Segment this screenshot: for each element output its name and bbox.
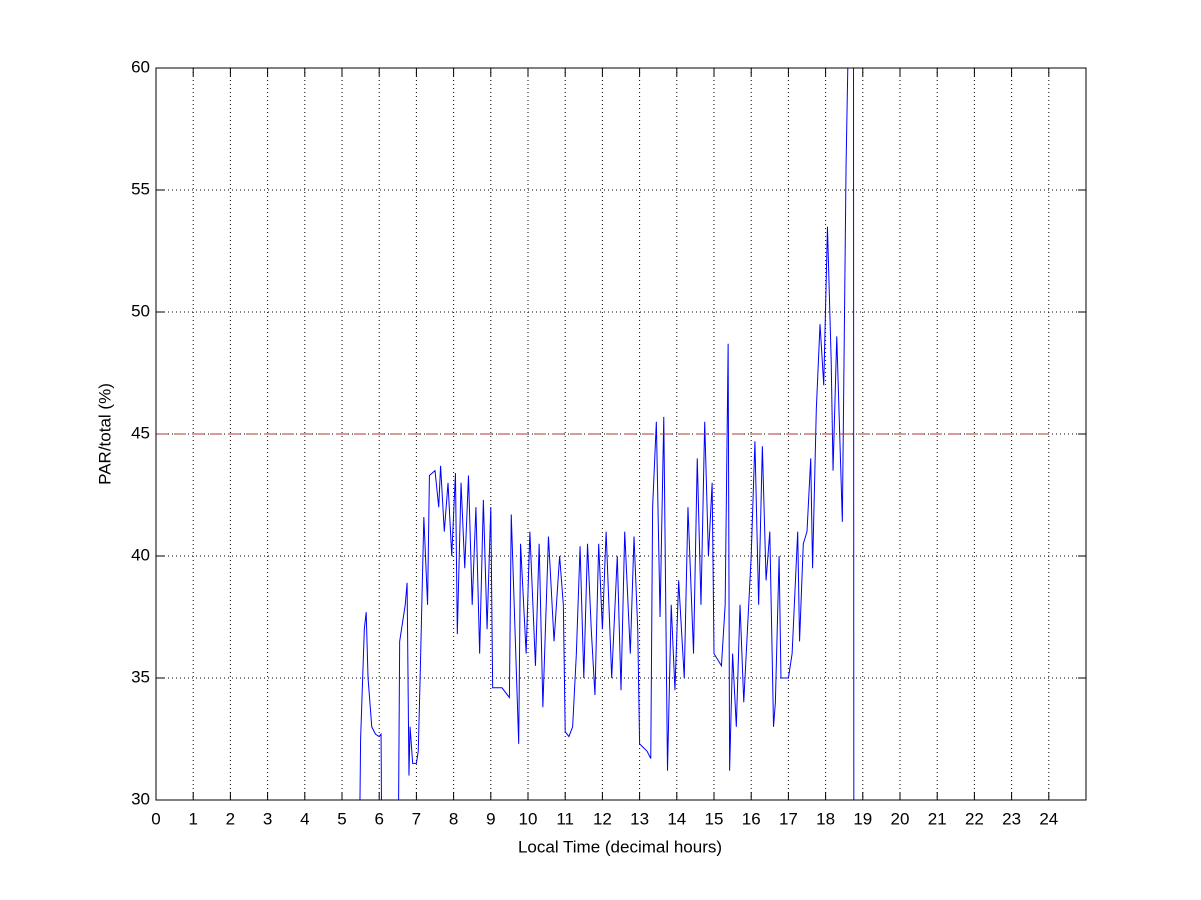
- x-tick-label: 7: [412, 809, 421, 828]
- plot-lines: [156, 68, 1049, 800]
- axes-box: [155, 67, 1087, 801]
- x-tick-label: 16: [742, 809, 761, 828]
- x-tick-label: 0: [151, 809, 160, 828]
- x-tick-label: 9: [486, 809, 495, 828]
- x-tick-label: 6: [374, 809, 383, 828]
- x-tick-label: 2: [226, 809, 235, 828]
- y-tick-label: 40: [131, 545, 150, 564]
- x-tick-label: 18: [816, 809, 835, 828]
- x-tick-label: 23: [1002, 809, 1021, 828]
- x-tick-label: 12: [593, 809, 612, 828]
- y-tick-label: 45: [131, 423, 150, 442]
- x-tick-label: 15: [705, 809, 724, 828]
- x-tick-label: 1: [188, 809, 197, 828]
- x-tick-label: 24: [1039, 809, 1058, 828]
- x-tick-label: 11: [556, 809, 574, 828]
- x-tick-label: 5: [337, 809, 346, 828]
- x-tick-label: 10: [519, 809, 538, 828]
- x-tick-label: 17: [779, 809, 798, 828]
- x-tick-label: 8: [449, 809, 458, 828]
- data-line: [359, 68, 855, 800]
- x-tick-label: 13: [630, 809, 649, 828]
- y-tick-label: 55: [131, 179, 150, 198]
- y-tick-label: 60: [131, 57, 150, 76]
- x-axis-label: Local Time (decimal hours): [518, 837, 722, 856]
- x-tick-label: 21: [928, 809, 947, 828]
- y-tick-label: 50: [131, 301, 150, 320]
- x-tick-label: 14: [667, 809, 686, 828]
- x-tick-label: 3: [263, 809, 272, 828]
- x-tick-label: 22: [965, 809, 984, 828]
- y-tick-label: 35: [131, 667, 150, 686]
- x-tick-label: 20: [891, 809, 910, 828]
- x-tick-label: 19: [853, 809, 872, 828]
- y-tick-label: 30: [131, 789, 150, 808]
- y-axis-label: PAR/total (%): [95, 383, 114, 485]
- x-tick-label: 4: [300, 809, 309, 828]
